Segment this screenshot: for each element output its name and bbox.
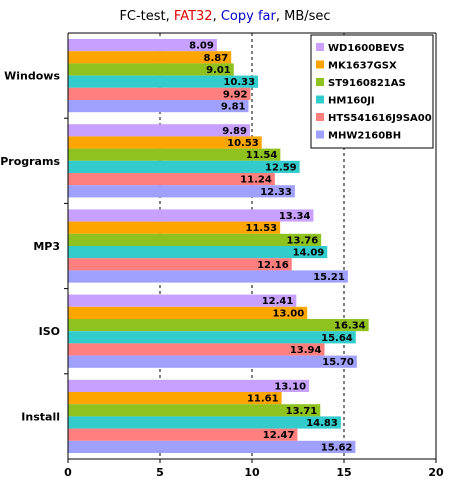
data-label: 13.71	[286, 406, 318, 417]
legend-swatch	[316, 95, 324, 104]
bars: 8.098.879.0110.339.929.819.8910.5311.541…	[68, 39, 369, 453]
bar	[68, 331, 356, 344]
bar	[68, 428, 298, 441]
data-label: 8.87	[204, 53, 229, 64]
bar	[68, 39, 217, 52]
bar	[68, 392, 282, 405]
bar	[68, 173, 275, 186]
data-label: 16.34	[334, 321, 366, 332]
chart-title: FC-test, FAT32, Copy far, MB/sec	[119, 9, 330, 24]
legend-swatch	[316, 60, 324, 69]
data-label: 15.62	[321, 442, 353, 453]
bar	[68, 136, 262, 149]
bar	[68, 258, 292, 271]
bar	[68, 319, 369, 332]
bar	[68, 233, 322, 246]
bar	[68, 355, 357, 368]
data-label: 13.76	[287, 235, 319, 246]
category-label: Install	[21, 410, 60, 423]
category-label: Programs	[0, 155, 60, 168]
bar	[68, 379, 310, 392]
bar	[68, 148, 281, 161]
x-tick-label: 20	[428, 466, 444, 479]
bar	[68, 246, 328, 259]
bar	[68, 63, 234, 76]
bar	[68, 51, 232, 64]
bar	[68, 294, 297, 307]
category-label: MP3	[33, 240, 60, 253]
legend-swatch	[316, 130, 324, 139]
data-label: 11.54	[246, 150, 278, 161]
legend-label: MK1637GSX	[328, 61, 397, 72]
x-tick-label: 10	[244, 466, 260, 479]
legend-label: WD1600BEVS	[328, 43, 405, 54]
bar	[68, 87, 251, 100]
bar	[68, 404, 321, 417]
data-label: 12.59	[265, 162, 297, 173]
bar	[68, 270, 348, 283]
bar	[68, 100, 249, 113]
data-label: 13.94	[290, 345, 322, 356]
title-part: , MB/sec	[276, 9, 331, 24]
data-label: 10.33	[223, 77, 255, 88]
category-labels: Windows Programs MP3 ISO Install	[0, 70, 60, 424]
data-label: 9.01	[206, 65, 231, 76]
data-label: 11.53	[246, 223, 278, 234]
legend-label: MHW2160BH	[328, 131, 401, 142]
bar	[68, 209, 314, 222]
title-part: FC-test,	[119, 9, 173, 24]
bar	[68, 306, 308, 319]
x-tick-labels: 0 5 10 15 20	[64, 459, 444, 479]
data-label: 15.70	[322, 357, 354, 368]
legend-label: HTS541616J9SA00	[328, 113, 432, 124]
x-tick-label: 0	[64, 466, 72, 479]
legend-box	[310, 34, 434, 149]
data-label: 15.21	[313, 272, 345, 283]
data-label: 14.09	[293, 248, 325, 259]
data-label: 11.24	[240, 175, 272, 186]
data-label: 13.00	[273, 308, 305, 319]
data-label: 12.16	[257, 260, 289, 271]
bar	[68, 124, 250, 137]
data-label: 13.10	[274, 381, 306, 392]
title-part: ,	[213, 9, 221, 24]
legend-label: ST9160821AS	[328, 78, 406, 89]
data-label: 12.47	[263, 430, 295, 441]
legend-label: HM160JI	[328, 96, 375, 107]
legend: WD1600BEVS MK1637GSX ST9160821AS HM160JI HTS…	[310, 34, 434, 149]
data-label: 12.33	[260, 187, 292, 198]
data-label: 8.09	[189, 41, 214, 52]
data-label: 12.41	[262, 296, 294, 307]
legend-swatch	[316, 43, 324, 51]
data-label: 9.89	[222, 126, 247, 137]
data-label: 9.81	[221, 102, 246, 113]
x-tick-label: 15	[336, 466, 351, 479]
category-label: ISO	[39, 325, 60, 338]
bar	[68, 343, 325, 356]
data-label: 9.92	[223, 89, 248, 100]
data-label: 14.83	[306, 418, 338, 429]
title-part: Copy far	[221, 9, 277, 24]
bar	[68, 160, 300, 173]
data-label: 13.34	[279, 211, 311, 222]
data-label: 10.53	[227, 138, 259, 149]
bar	[68, 416, 341, 429]
bar	[68, 185, 295, 198]
bar	[68, 221, 281, 234]
legend-swatch	[316, 113, 324, 121]
data-label: 11.61	[247, 394, 279, 405]
data-label: 15.64	[321, 333, 353, 344]
legend-swatch	[316, 78, 324, 86]
x-tick-label: 5	[156, 466, 164, 479]
category-label: Windows	[4, 70, 60, 83]
title-part: FAT32	[174, 9, 213, 24]
bar	[68, 440, 356, 453]
bar	[68, 75, 259, 88]
